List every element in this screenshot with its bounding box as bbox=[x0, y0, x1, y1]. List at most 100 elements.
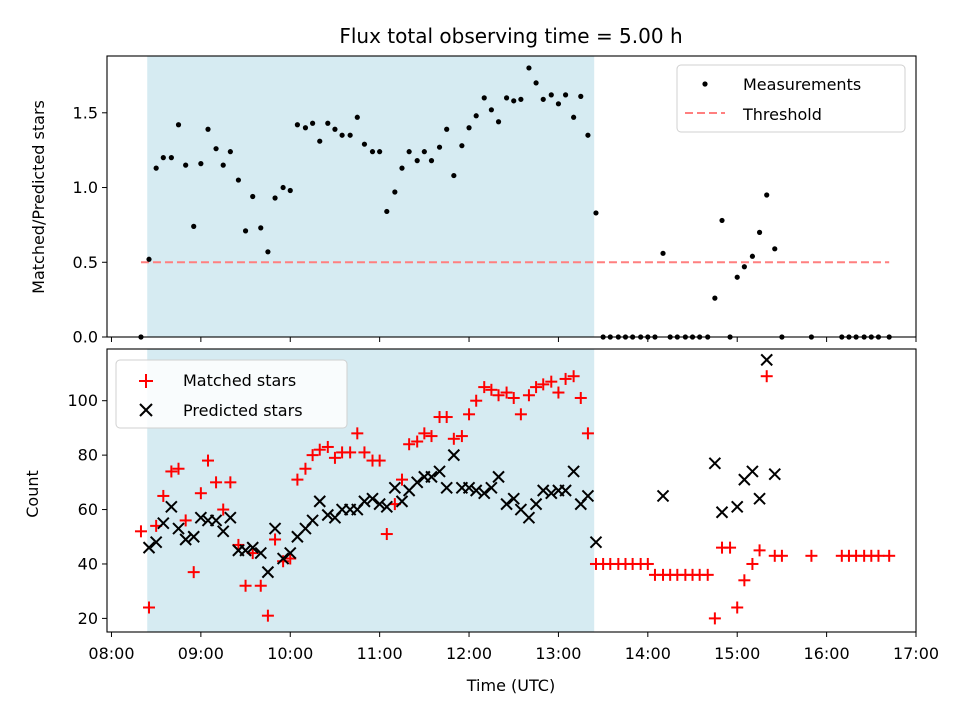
predicted-star-point bbox=[358, 495, 371, 508]
measurement-point bbox=[392, 189, 398, 195]
measurement-point bbox=[377, 149, 383, 155]
predicted-star-point bbox=[462, 481, 476, 494]
matched-star-point bbox=[746, 557, 759, 570]
matched-star-point bbox=[254, 579, 267, 592]
matched-star-point bbox=[202, 454, 215, 467]
predicted-star-point bbox=[507, 492, 520, 505]
predicted-star-point bbox=[731, 500, 744, 514]
matched-star-point bbox=[581, 427, 594, 440]
predicted-star-point bbox=[142, 541, 156, 554]
measurement-point bbox=[339, 132, 345, 138]
measurement-point bbox=[749, 253, 756, 259]
measurement-point bbox=[518, 96, 524, 102]
measurement-point bbox=[421, 149, 427, 155]
matched-star-point bbox=[478, 381, 491, 394]
predicted-star-point bbox=[433, 465, 446, 478]
measurement-point bbox=[198, 161, 204, 167]
bottom-y-tick-label: 60 bbox=[78, 500, 98, 519]
matched-star-point bbox=[883, 549, 896, 562]
predicted-star-point bbox=[284, 546, 297, 560]
matched-star-point bbox=[321, 440, 334, 453]
matched-star-point bbox=[470, 394, 483, 407]
matched-star-point bbox=[194, 487, 207, 500]
x-tick-label: 16:00 bbox=[804, 644, 850, 663]
measurement-point bbox=[764, 192, 770, 198]
legend-measurements-label: Measurements bbox=[743, 75, 861, 94]
measurement-point bbox=[503, 95, 510, 101]
predicted-star-point bbox=[165, 500, 178, 514]
measurement-point bbox=[146, 256, 152, 262]
measurement-point bbox=[511, 98, 517, 104]
measurement-point bbox=[287, 187, 293, 194]
matched-star-point bbox=[261, 609, 274, 622]
predicted-star-point bbox=[276, 552, 290, 565]
measurement-point bbox=[488, 107, 494, 113]
measurement-point bbox=[227, 149, 233, 155]
top-axes-frame bbox=[106, 55, 917, 338]
x-tick-label: 12:00 bbox=[446, 644, 492, 663]
measurement-point bbox=[294, 122, 301, 128]
matched-star-point bbox=[559, 372, 572, 385]
bottom-x-ticks: 08:00 09:00 10:00 11:00 12:00 13:00 14:00 15:00… bbox=[88, 632, 939, 663]
predicted-star-point bbox=[447, 448, 461, 462]
matched-star-point bbox=[545, 375, 558, 388]
measurement-point bbox=[168, 155, 174, 161]
predicted-star-point bbox=[373, 497, 386, 511]
matched-star-point bbox=[738, 574, 751, 587]
x-tick-label: 17:00 bbox=[893, 644, 939, 663]
matched-star-point bbox=[172, 462, 185, 475]
measurement-point bbox=[585, 132, 591, 138]
measurement-point bbox=[414, 158, 420, 164]
predicted-star-point bbox=[768, 467, 781, 481]
matched-star-point bbox=[306, 449, 319, 462]
matched-star-point bbox=[134, 525, 147, 538]
x-axis-label: Time (UTC) bbox=[466, 676, 555, 695]
bottom-y-tick-label: 80 bbox=[78, 446, 98, 465]
x-tick-label: 09:00 bbox=[178, 644, 224, 663]
predicted-star-point bbox=[581, 489, 595, 503]
bottom-y-tick-label: 100 bbox=[67, 391, 98, 410]
measurement-point bbox=[495, 119, 502, 125]
measurement-point bbox=[272, 195, 278, 201]
matched-star-point bbox=[760, 370, 773, 383]
matched-star-point bbox=[463, 408, 476, 421]
predicted-star-point bbox=[313, 495, 326, 508]
matched-star-point bbox=[537, 378, 550, 391]
x-tick-label: 15:00 bbox=[714, 644, 760, 663]
matched-star-point bbox=[500, 386, 513, 399]
measurement-point bbox=[242, 228, 249, 234]
measurement-point bbox=[153, 165, 159, 171]
predicted-star-point bbox=[157, 516, 170, 530]
measurement-point bbox=[533, 80, 539, 86]
bottom-legend: Matched stars Predicted stars bbox=[115, 359, 348, 429]
top-y-tick-label: 1.5 bbox=[73, 103, 98, 122]
matched-star-point bbox=[753, 544, 766, 557]
matched-star-point bbox=[872, 549, 885, 562]
predicted-star-point bbox=[187, 530, 200, 543]
measurement-point bbox=[481, 95, 487, 101]
top-y-ticks: 0.0 0.5 1.0 1.5 bbox=[73, 103, 107, 347]
predicted-star-point bbox=[217, 525, 230, 538]
measurement-point bbox=[741, 264, 747, 270]
matched-star-point bbox=[284, 552, 297, 565]
predicted-star-point bbox=[388, 481, 402, 494]
measurement-point bbox=[302, 125, 309, 131]
measurement-point bbox=[213, 146, 219, 152]
measurement-point bbox=[191, 223, 197, 229]
predicted-star-point bbox=[194, 511, 208, 524]
measurement-point bbox=[436, 144, 443, 150]
predicted-star-point bbox=[209, 514, 223, 527]
bottom-legend-box bbox=[115, 359, 348, 429]
matched-star-point bbox=[440, 411, 453, 424]
matched-star-point bbox=[358, 446, 371, 459]
bottom-y-ticks: 20 40 60 80 100 bbox=[67, 391, 107, 628]
matched-star-point bbox=[492, 389, 505, 402]
matched-star-point bbox=[775, 549, 788, 562]
bottom-axes-frame bbox=[106, 348, 917, 633]
bottom-y-axis-label: Count bbox=[23, 470, 42, 518]
predicted-star-point bbox=[529, 497, 543, 511]
measurement-point bbox=[548, 92, 554, 98]
matched-star-point bbox=[522, 389, 535, 402]
measurement-point bbox=[526, 65, 532, 71]
measurement-point bbox=[756, 229, 763, 235]
